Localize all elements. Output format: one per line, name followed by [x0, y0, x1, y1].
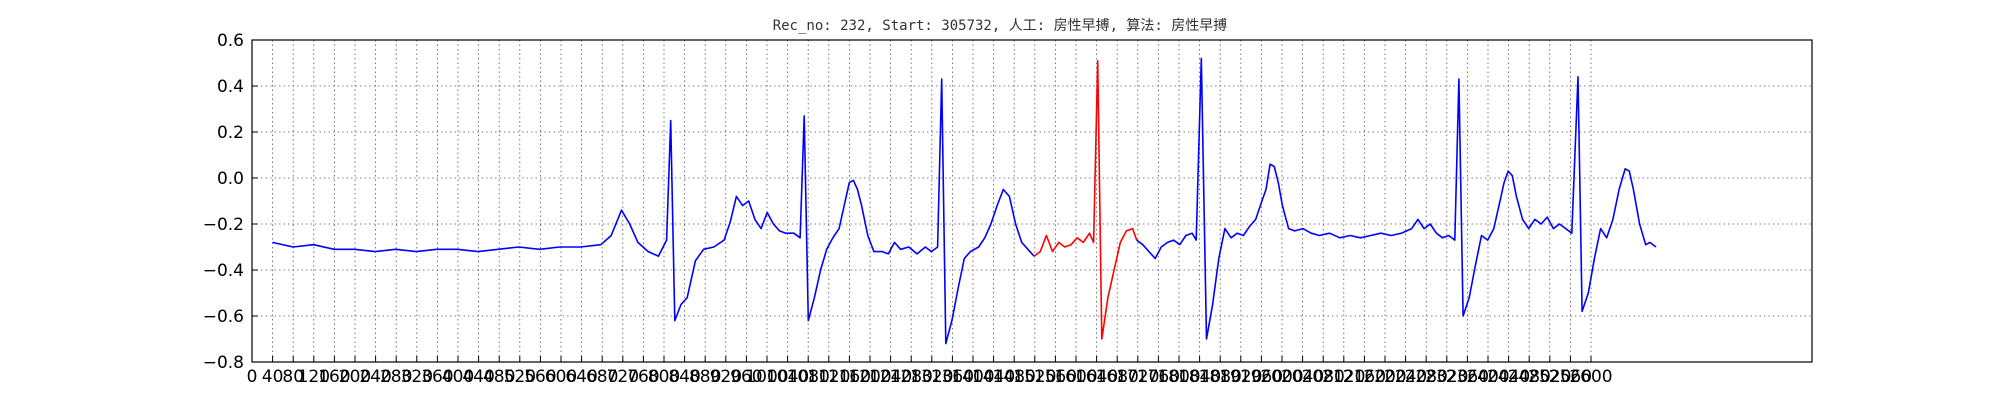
ecg-trace-blue [1136, 57, 1657, 340]
ecg-trace-blue [272, 78, 1035, 345]
x-tick-label: 2440 [1487, 367, 1530, 387]
x-tick-label: 1960 [1240, 367, 1283, 387]
x-tick-label: 80 [282, 367, 304, 387]
x-tick-label: 1480 [993, 367, 1036, 387]
x-tick-label: 2080 [1302, 367, 1345, 387]
y-tick-label: −0.2 [203, 215, 244, 235]
chart-title: Rec_no: 232, Start: 305732, 人工: 房性早搏, 算法… [773, 17, 1228, 34]
x-tick-label: 640 [565, 367, 597, 387]
x-tick-label: 1800 [1157, 367, 1200, 387]
y-tick-label: 0.4 [217, 77, 244, 97]
x-tick-label: 2280 [1405, 367, 1448, 387]
x-tick-label: 2360 [1446, 367, 1489, 387]
x-tick-label: 2520 [1528, 367, 1571, 387]
x-tick-label: 2560 [1549, 367, 1592, 387]
x-tick-label: 1040 [766, 367, 809, 387]
x-tick-label: 2120 [1322, 367, 1365, 387]
x-tick-label: 1920 [1219, 367, 1262, 387]
x-tick-label: 880 [689, 367, 721, 387]
x-tick-label: 0 [247, 367, 258, 387]
x-tick-label: 2040 [1281, 367, 1324, 387]
x-tick-label: 600 [545, 367, 577, 387]
x-tick-label: 1600 [1054, 367, 1097, 387]
x-tick-label: 1240 [869, 367, 912, 387]
x-tick-label: 2200 [1363, 367, 1406, 387]
x-tick-label: 1320 [910, 367, 953, 387]
x-tick-label: 2480 [1508, 367, 1551, 387]
x-tick-label: 160 [318, 367, 350, 387]
y-tick-label: −0.4 [203, 261, 244, 281]
x-tick-label: 1440 [972, 367, 1015, 387]
y-tick-label: 0.2 [217, 123, 244, 143]
x-tick-label: 2000 [1260, 367, 1303, 387]
x-tick-label: 560 [524, 367, 556, 387]
x-tick-label: 2240 [1384, 367, 1427, 387]
x-tick-label: 1200 [848, 367, 891, 387]
x-axis: 0 408012016020024028032036040044048052056… [247, 356, 1613, 387]
x-tick-label: 1760 [1137, 367, 1180, 387]
x-tick-label: 840 [668, 367, 700, 387]
y-tick-label: 0.0 [217, 169, 244, 189]
x-tick-label: 360 [421, 367, 453, 387]
x-tick-label: 1640 [1075, 367, 1118, 387]
x-tick-label: 520 [504, 367, 536, 387]
x-tick-label: 1680 [1096, 367, 1139, 387]
x-tick-label: 40 [262, 367, 284, 387]
x-tick-label: 2160 [1343, 367, 1386, 387]
x-tick-label: 240 [359, 367, 391, 387]
y-tick-label: 0.6 [217, 31, 244, 51]
x-tick-label: 960 [730, 367, 762, 387]
x-tick-label: 760 [627, 367, 659, 387]
x-tick-label: 1000 [745, 367, 788, 387]
series-layer [272, 57, 1657, 345]
x-tick-label: 320 [401, 367, 433, 387]
y-tick-label: −0.8 [203, 353, 244, 373]
x-tick-label: 1160 [828, 367, 871, 387]
x-tick-label: 400 [442, 367, 474, 387]
x-tick-label: 800 [648, 367, 680, 387]
x-tick-label: 720 [607, 367, 639, 387]
x-tick-label: 1080 [787, 367, 830, 387]
x-tick-label: 280 [380, 367, 412, 387]
x-tick-label: 1880 [1199, 367, 1242, 387]
x-tick-label: 1360 [931, 367, 974, 387]
x-tick-label: 440 [462, 367, 494, 387]
x-tick-label: 1560 [1034, 367, 1077, 387]
x-tick-label: 1520 [1013, 367, 1056, 387]
x-tick-label: 120 [298, 367, 330, 387]
x-tick-label: 1400 [951, 367, 994, 387]
y-axis: 0.6 0.4 0.2 0.0 −0.2 −0.4 −0.6 −0.8 [203, 31, 258, 373]
x-tick-label: 2400 [1466, 367, 1509, 387]
x-tick-label: 1840 [1178, 367, 1221, 387]
x-tick-label: 2600 [1569, 367, 1612, 387]
x-tick-label: 1280 [890, 367, 933, 387]
x-tick-label: 200 [339, 367, 371, 387]
plot-frame [251, 39, 1813, 363]
y-tick-label: −0.6 [203, 307, 244, 327]
ecg-trace-red-highlight [1033, 59, 1138, 340]
x-tick-label: 480 [483, 367, 515, 387]
x-tick-label: 1720 [1116, 367, 1159, 387]
x-tick-label: 2320 [1425, 367, 1468, 387]
x-tick-label: 920 [710, 367, 742, 387]
x-tick-label: 1120 [807, 367, 850, 387]
x-tick-label: 680 [586, 367, 618, 387]
